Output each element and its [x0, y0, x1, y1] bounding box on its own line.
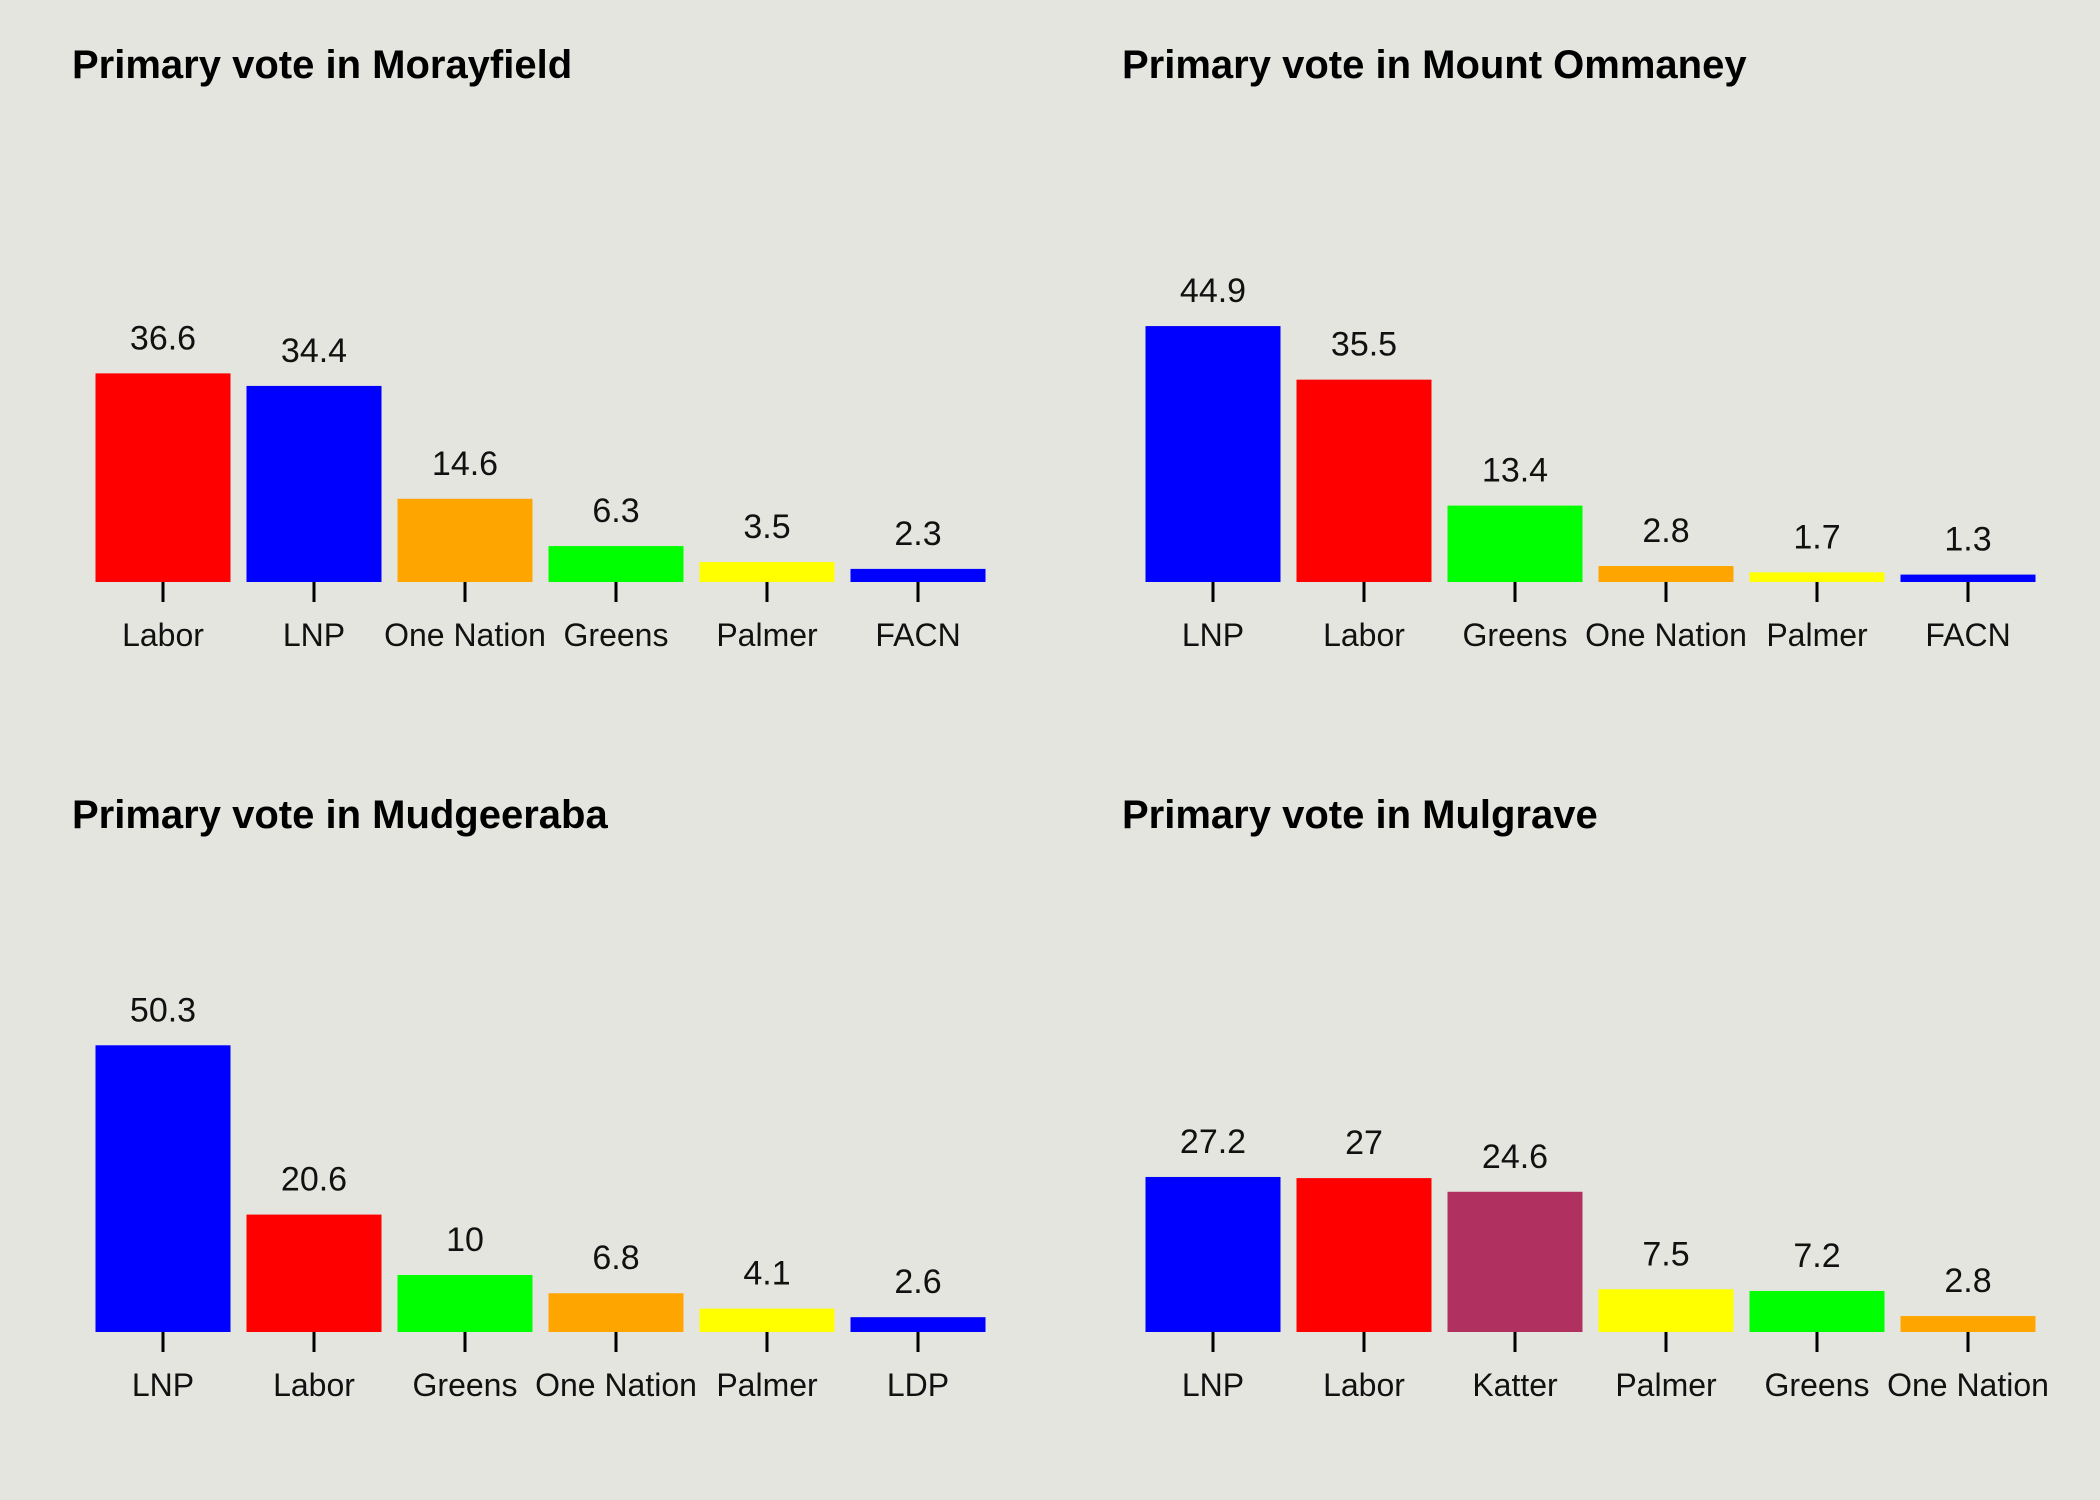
chart-title: Primary vote in Mudgeeraba: [72, 793, 608, 837]
x-tick-label: LDP: [887, 1367, 949, 1403]
bar-lnp: [1145, 1176, 1281, 1332]
data-label: 4.1: [743, 1255, 790, 1293]
bar-facn: [850, 568, 986, 582]
bar-labor: [95, 373, 231, 582]
x-tick-label: Katter: [1472, 1367, 1558, 1403]
x-tick-label: Greens: [1765, 1367, 1870, 1403]
x-tick-label: Labor: [1323, 617, 1405, 653]
x-tick-label: Labor: [1323, 1367, 1405, 1403]
bar-palmer: [699, 562, 835, 582]
data-label: 6.8: [592, 1239, 639, 1277]
data-label: 36.6: [130, 319, 196, 357]
chart-title: Primary vote in Mulgrave: [1122, 793, 1598, 837]
data-label: 34.4: [281, 332, 347, 370]
x-tick-label: Greens: [413, 1367, 518, 1403]
bar-greens: [397, 1275, 533, 1332]
data-label: 50.3: [130, 991, 196, 1029]
data-label: 1.3: [1944, 521, 1991, 559]
bar-facn: [1900, 574, 2036, 582]
bar-labor: [1296, 379, 1432, 582]
bar-one-nation: [548, 1293, 684, 1332]
data-label: 14.6: [432, 445, 498, 483]
bar-lnp: [95, 1045, 231, 1332]
chart-panel: Primary vote in Mount Ommaney 44.9 LNP 35.5…: [1122, 43, 2036, 653]
x-tick-label: Palmer: [716, 1367, 818, 1403]
data-label: 3.5: [743, 508, 790, 546]
data-label: 2.6: [894, 1263, 941, 1301]
data-label: 1.7: [1793, 518, 1840, 556]
x-tick-label: FACN: [875, 617, 960, 653]
chart-panel: Primary vote in Mulgrave 27.2 LNP 27 Labor 24…: [1122, 793, 2049, 1403]
bar-one-nation: [1598, 566, 1734, 582]
bar-labor: [1296, 1178, 1432, 1332]
x-tick-label: Greens: [1463, 617, 1568, 653]
chart-title: Primary vote in Mount Ommaney: [1122, 43, 1747, 87]
x-tick-label: LNP: [283, 617, 345, 653]
data-label: 35.5: [1331, 326, 1397, 364]
x-tick-label: LNP: [1182, 1367, 1244, 1403]
bar-palmer: [1749, 572, 1885, 582]
data-label: 13.4: [1482, 452, 1548, 490]
x-tick-label: One Nation: [535, 1367, 697, 1403]
x-tick-label: LNP: [132, 1367, 194, 1403]
x-tick-label: Palmer: [1766, 617, 1868, 653]
x-tick-label: FACN: [1925, 617, 2010, 653]
bar-katter: [1447, 1191, 1583, 1332]
x-tick-label: Greens: [564, 617, 669, 653]
data-label: 27: [1345, 1124, 1383, 1162]
data-label: 2.3: [894, 515, 941, 553]
data-label: 2.8: [1642, 512, 1689, 550]
data-label: 7.2: [1793, 1237, 1840, 1275]
x-tick-label: One Nation: [1585, 617, 1747, 653]
x-tick-label: LNP: [1182, 617, 1244, 653]
bar-labor: [246, 1214, 382, 1332]
data-label: 7.5: [1642, 1235, 1689, 1273]
data-label: 2.8: [1944, 1262, 1991, 1300]
data-label: 10: [446, 1221, 484, 1259]
x-tick-label: One Nation: [1887, 1367, 2049, 1403]
data-label: 20.6: [281, 1161, 347, 1199]
bar-palmer: [699, 1308, 835, 1332]
bar-lnp: [246, 385, 382, 582]
chart-title: Primary vote in Morayfield: [72, 43, 572, 87]
bar-greens: [1447, 505, 1583, 582]
bar-greens: [1749, 1290, 1885, 1332]
x-tick-label: Palmer: [1615, 1367, 1717, 1403]
bar-one-nation: [1900, 1316, 2036, 1332]
data-label: 6.3: [592, 492, 639, 530]
bar-lnp: [1145, 326, 1281, 582]
x-tick-label: Labor: [273, 1367, 355, 1403]
chart-panel: Primary vote in Mudgeeraba 50.3 LNP 20.6 Lab…: [72, 793, 986, 1403]
bar-one-nation: [397, 498, 533, 582]
bar-ldp: [850, 1317, 986, 1332]
data-label: 24.6: [1482, 1138, 1548, 1176]
chart-panel: Primary vote in Morayfield 36.6 Labor 34.4 L…: [72, 43, 986, 653]
x-tick-label: Palmer: [716, 617, 818, 653]
x-tick-label: Labor: [122, 617, 204, 653]
x-tick-label: One Nation: [384, 617, 546, 653]
bar-palmer: [1598, 1289, 1734, 1332]
bar-greens: [548, 546, 684, 582]
data-label: 27.2: [1180, 1123, 1246, 1161]
data-label: 44.9: [1180, 272, 1246, 310]
